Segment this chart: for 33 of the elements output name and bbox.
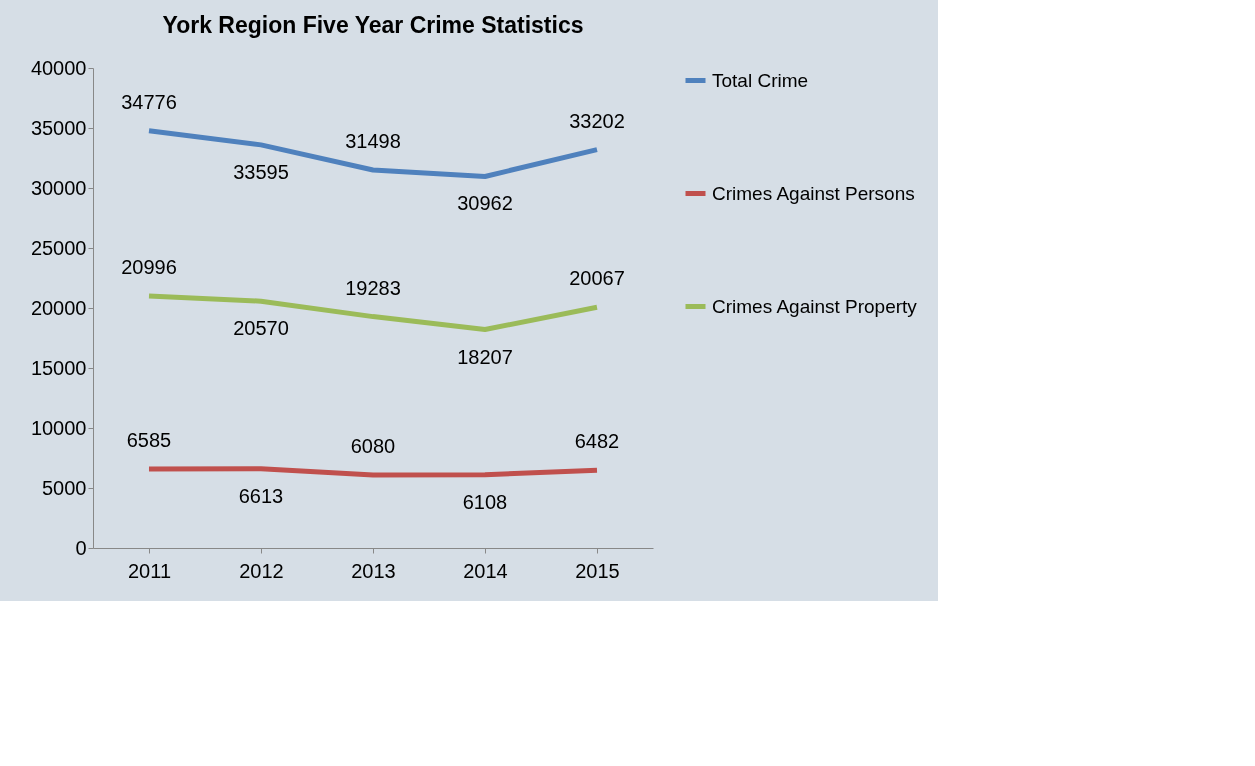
data-label: 6482	[574, 430, 620, 453]
data-label: 19283	[345, 276, 401, 299]
data-label: 6613	[238, 484, 284, 507]
data-label: 34776	[121, 90, 177, 113]
data-label: 20996	[121, 256, 177, 279]
data-label: 33202	[569, 109, 625, 132]
legend-label: Crimes Against Property	[712, 295, 918, 317]
data-label: 6108	[462, 490, 508, 513]
data-label: 20067	[569, 267, 625, 290]
y-tick-label: 0	[75, 536, 87, 559]
data-label: 33595	[233, 160, 289, 183]
y-tick-label: 30000	[30, 176, 87, 199]
data-label: 30962	[457, 192, 513, 215]
y-tick-label: 35000	[30, 116, 87, 139]
x-tick-label: 2015	[575, 559, 620, 582]
data-label: 6080	[350, 435, 396, 458]
x-tick-label: 2011	[127, 559, 172, 582]
y-tick-label: 15000	[30, 356, 87, 379]
x-tick-label: 2014	[463, 559, 508, 582]
y-tick-label: 40000	[30, 56, 87, 79]
x-tick-label: 2012	[239, 559, 284, 582]
x-tick-label: 2013	[351, 559, 396, 582]
data-label: 20570	[233, 317, 289, 340]
legend-label: Crimes Against Persons	[712, 182, 915, 204]
chart-title: York Region Five Year Crime Statistics	[162, 12, 584, 38]
y-tick-label: 10000	[30, 416, 87, 439]
data-label: 6585	[126, 428, 172, 451]
y-tick-label: 5000	[42, 476, 87, 499]
data-label: 18207	[457, 345, 513, 368]
data-label: 31498	[345, 130, 401, 153]
y-tick-label: 20000	[30, 296, 87, 319]
legend-label: Total Crime	[712, 69, 809, 91]
y-tick-label: 25000	[30, 236, 87, 259]
